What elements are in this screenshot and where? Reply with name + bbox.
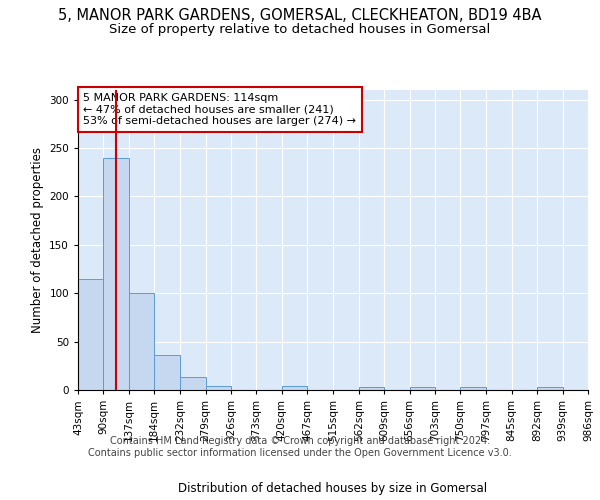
Bar	[103, 158, 129, 390]
Y-axis label: Number of detached properties: Number of detached properties	[31, 147, 44, 333]
Bar	[180, 378, 206, 390]
Bar	[359, 387, 384, 390]
Text: Contains HM Land Registry data © Crown copyright and database right 2024.
Contai: Contains HM Land Registry data © Crown c…	[88, 436, 512, 458]
Bar	[282, 386, 307, 390]
Bar	[78, 278, 103, 390]
Text: 5 MANOR PARK GARDENS: 114sqm
← 47% of detached houses are smaller (241)
53% of s: 5 MANOR PARK GARDENS: 114sqm ← 47% of de…	[83, 93, 356, 126]
Bar	[537, 387, 563, 390]
Bar	[129, 293, 154, 390]
Bar	[460, 387, 486, 390]
Text: Distribution of detached houses by size in Gomersal: Distribution of detached houses by size …	[178, 482, 488, 495]
Bar	[588, 387, 600, 390]
Bar	[410, 387, 435, 390]
Bar	[206, 386, 231, 390]
Text: 5, MANOR PARK GARDENS, GOMERSAL, CLECKHEATON, BD19 4BA: 5, MANOR PARK GARDENS, GOMERSAL, CLECKHE…	[58, 8, 542, 22]
Bar	[154, 355, 179, 390]
Text: Size of property relative to detached houses in Gomersal: Size of property relative to detached ho…	[109, 22, 491, 36]
